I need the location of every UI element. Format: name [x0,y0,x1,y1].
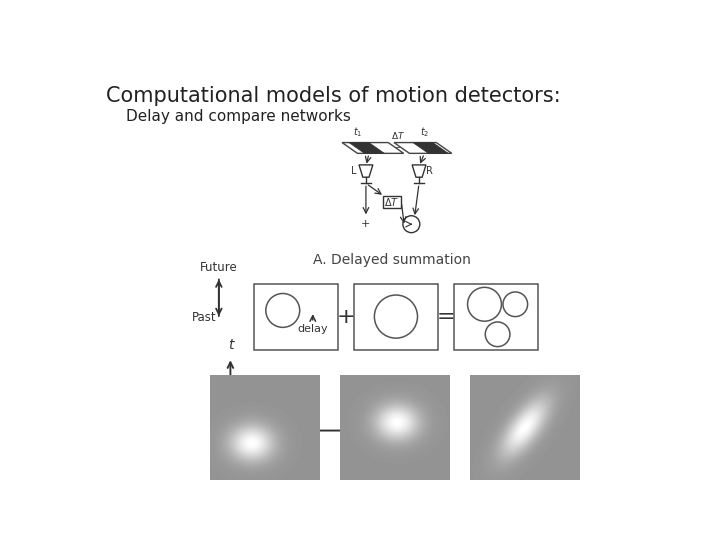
Text: delay: delay [297,324,328,334]
FancyBboxPatch shape [454,284,539,350]
Polygon shape [413,143,449,153]
Text: x: x [361,423,369,437]
Text: M: M [479,297,490,311]
Text: +: + [508,295,522,313]
Text: $\Delta T$: $\Delta T$ [384,196,400,208]
Circle shape [467,287,501,321]
Text: +: + [361,219,370,229]
Text: Future: Future [200,261,238,274]
Circle shape [503,292,528,316]
Text: $t_2$: $t_2$ [420,125,429,139]
Text: P: P [278,303,287,318]
Polygon shape [412,165,426,177]
FancyBboxPatch shape [383,195,401,208]
Text: Delay and compare networks: Delay and compare networks [127,110,351,124]
Polygon shape [342,143,404,153]
Polygon shape [349,143,384,153]
Polygon shape [394,143,451,153]
Text: $\Delta T$: $\Delta T$ [391,130,405,141]
Text: =: = [437,307,455,327]
Circle shape [485,322,510,347]
Text: L: L [351,166,356,176]
FancyBboxPatch shape [354,284,438,350]
Text: A. Delayed summation: A. Delayed summation [313,253,471,267]
Circle shape [266,294,300,327]
Text: $(t_2\!-\!t_1)$: $(t_2\!-\!t_1)$ [384,141,412,154]
Text: t: t [228,338,233,352]
Text: +: + [490,325,505,343]
Text: $t_1$: $t_1$ [353,125,362,139]
Polygon shape [359,165,373,177]
Text: Q: Q [390,308,402,326]
Circle shape [403,215,420,233]
Text: Computational models of motion detectors:: Computational models of motion detectors… [106,86,560,106]
Circle shape [374,295,418,338]
FancyBboxPatch shape [253,284,338,350]
Text: Past: Past [192,311,217,324]
Text: +: + [336,307,355,327]
Text: R: R [426,166,433,176]
